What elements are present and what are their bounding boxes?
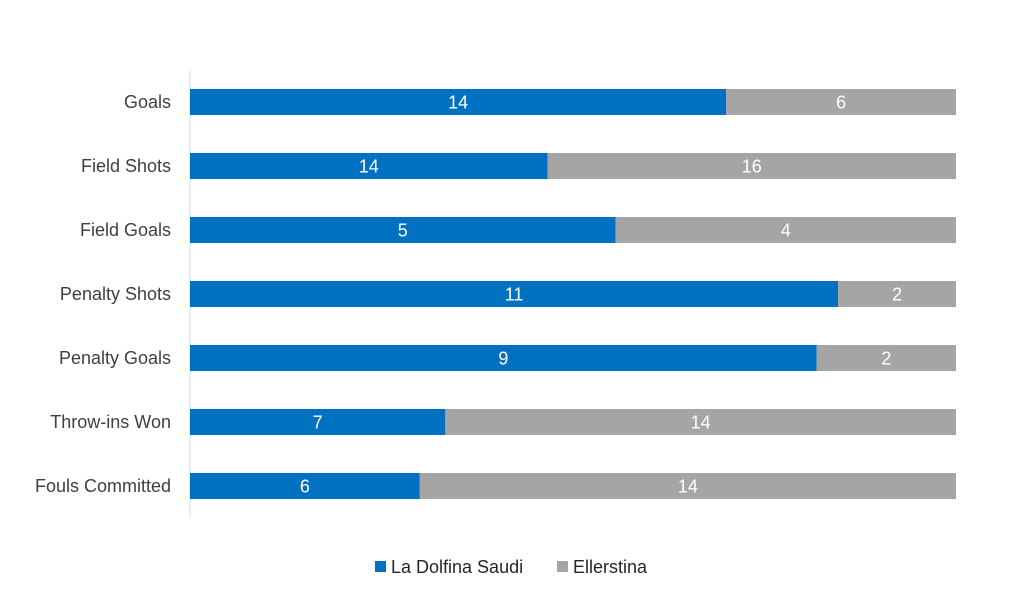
bar-la-dolfina-saudi xyxy=(190,473,420,499)
data-label: 14 xyxy=(359,157,379,177)
data-label: 2 xyxy=(892,285,902,305)
bar-ellerstina xyxy=(419,473,956,499)
data-label: 5 xyxy=(398,221,408,241)
bar-ellerstina xyxy=(838,281,956,307)
data-label: 7 xyxy=(313,413,323,433)
data-label: 14 xyxy=(448,93,468,113)
data-label: 14 xyxy=(691,413,711,433)
data-label: 14 xyxy=(678,477,698,497)
legend-label: La Dolfina Saudi xyxy=(391,557,523,577)
category-label: Goals xyxy=(124,92,171,112)
bar-la-dolfina-saudi xyxy=(190,409,446,435)
category-label: Field Goals xyxy=(80,220,171,240)
data-label: 6 xyxy=(836,93,846,113)
bar-ellerstina xyxy=(816,345,956,371)
category-label: Penalty Shots xyxy=(60,284,171,304)
data-label: 4 xyxy=(781,221,791,241)
category-label: Field Shots xyxy=(81,156,171,176)
bar-la-dolfina-saudi xyxy=(190,217,616,243)
bar-la-dolfina-saudi xyxy=(190,153,548,179)
bar-ellerstina xyxy=(726,89,956,115)
bar-la-dolfina-saudi xyxy=(190,345,817,371)
data-label: 9 xyxy=(498,349,508,369)
data-label: 2 xyxy=(881,349,891,369)
bar-la-dolfina-saudi xyxy=(190,89,727,115)
category-label: Penalty Goals xyxy=(59,348,171,368)
legend-swatch xyxy=(557,561,568,572)
data-label: 6 xyxy=(300,477,310,497)
data-label: 11 xyxy=(505,285,524,305)
data-label: 16 xyxy=(742,157,762,177)
legend-label: Ellerstina xyxy=(573,557,648,577)
bar-ellerstina xyxy=(615,217,956,243)
bar-ellerstina xyxy=(445,409,956,435)
legend-swatch xyxy=(375,561,386,572)
category-label: Fouls Committed xyxy=(35,476,171,496)
bar-la-dolfina-saudi xyxy=(190,281,839,307)
bar-ellerstina xyxy=(547,153,956,179)
category-label: Throw-ins Won xyxy=(50,412,171,432)
